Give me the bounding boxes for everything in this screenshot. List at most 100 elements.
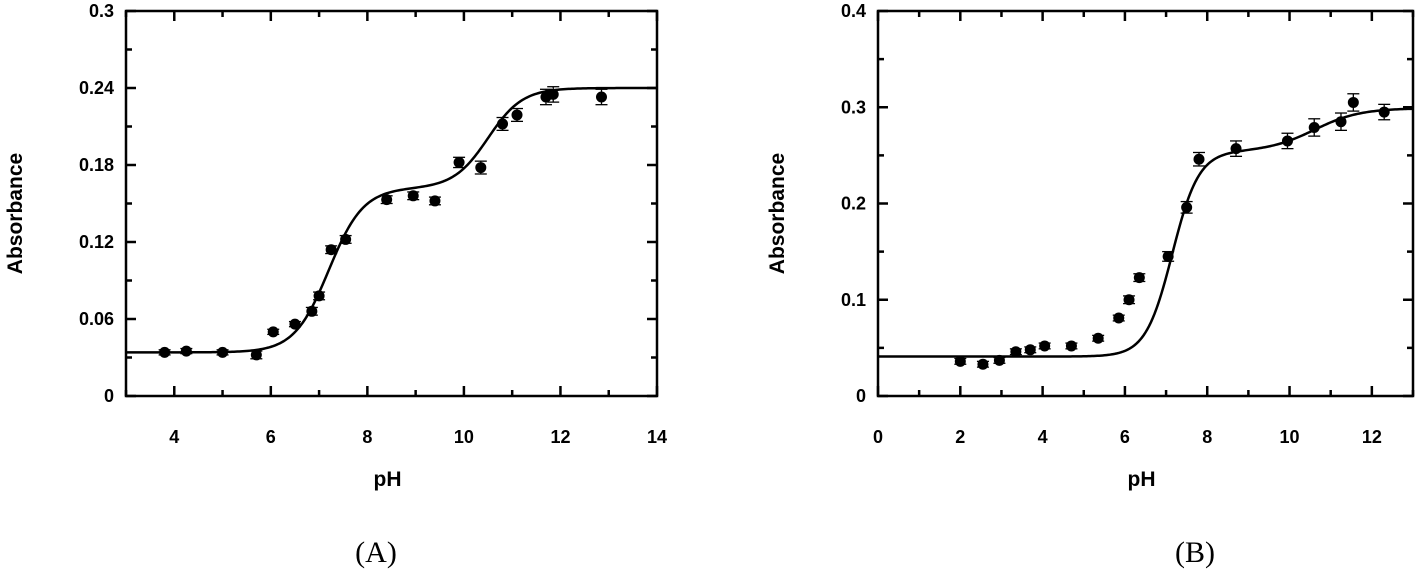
x-tick-label: 12: [1362, 427, 1382, 447]
data-point: [1230, 143, 1242, 155]
data-point: [250, 349, 262, 361]
data-point: [977, 358, 989, 370]
x-tick-label: 4: [1038, 427, 1048, 447]
data-point-group: [428, 195, 441, 207]
y-axis-label: Absorbance: [4, 153, 27, 274]
x-tick-label: 10: [1280, 427, 1300, 447]
data-point-group: [250, 349, 263, 361]
data-point-group: [288, 318, 301, 330]
y-tick-label: 0.2: [841, 194, 866, 214]
data-point-group: [180, 345, 193, 357]
data-point-group: [1092, 332, 1105, 344]
data-point: [497, 118, 509, 130]
data-point: [1347, 96, 1359, 108]
data-point-group: [1133, 272, 1146, 284]
data-point-group: [158, 346, 171, 358]
y-tick-label: 0.3: [89, 1, 114, 21]
data-point-group: [976, 358, 989, 370]
x-tick-label: 10: [454, 427, 474, 447]
y-tick-label: 0: [104, 386, 114, 406]
data-point-group: [993, 354, 1006, 366]
data-point: [1024, 344, 1036, 356]
data-point-group: [305, 305, 318, 317]
y-tick-label: 0.4: [841, 1, 866, 21]
data-point: [1113, 312, 1125, 324]
y-axis-label: Absorbance: [766, 153, 789, 274]
data-point: [1378, 106, 1390, 118]
data-point: [313, 290, 325, 302]
data-point: [1181, 201, 1193, 213]
data-point-group: [1112, 312, 1125, 324]
chart-panel-1: 0 0.06 0.12 0.18 0.24 0.3 4 6 8 10 12 14 pH Absorbanc…: [4, 1, 667, 569]
data-point-group: [1065, 340, 1078, 352]
data-point: [954, 355, 966, 367]
data-point: [1335, 116, 1347, 128]
x-axis-label: pH: [1128, 468, 1156, 491]
y-tick-label: 0.24: [79, 78, 114, 98]
data-point-group: [474, 160, 487, 175]
data-point-group: [1334, 112, 1347, 132]
data-point-group: [216, 346, 229, 358]
data-point: [1010, 346, 1022, 358]
data-point-group: [407, 190, 420, 202]
x-tick-label: 4: [169, 427, 179, 447]
plot-frame: [876, 9, 1415, 398]
data-point: [1039, 340, 1051, 352]
chart-panel-2: 0 0.1 0.2 0.3 0.4 0 2 4 6 8 10 12 pH Absorbance (B): [766, 1, 1415, 569]
data-point: [267, 326, 279, 338]
y-tick-label: 0: [856, 386, 866, 406]
x-tick-label: 8: [1202, 427, 1212, 447]
data-point-group: [325, 244, 338, 256]
data-point: [1133, 272, 1145, 284]
data-point-group: [1024, 344, 1037, 356]
data-point: [475, 162, 487, 174]
y-tick-label: 0.18: [79, 155, 114, 175]
data-point: [217, 346, 229, 358]
data-point-group: [1347, 93, 1360, 112]
data-point: [306, 305, 318, 317]
x-tick-label: 14: [647, 427, 667, 447]
x-tick-label: 12: [550, 427, 570, 447]
data-point: [180, 345, 192, 357]
data-point-group: [496, 116, 509, 132]
data-point-group: [1009, 346, 1022, 358]
data-point: [1092, 332, 1104, 344]
data-point: [407, 190, 419, 202]
data-point: [340, 233, 352, 245]
data-point-group: [1180, 200, 1193, 214]
data-point: [159, 346, 171, 358]
y-tick-label: 0.12: [79, 232, 114, 252]
y-tick-label: 0.3: [841, 97, 866, 117]
data-point: [993, 354, 1005, 366]
panel-label: (B): [1175, 536, 1215, 569]
data-point: [1123, 294, 1135, 306]
data-point-group: [1038, 340, 1051, 352]
data-point: [1065, 340, 1077, 352]
data-point: [1193, 153, 1205, 165]
x-axis-label: pH: [374, 468, 402, 491]
data-point-group: [1308, 118, 1321, 137]
data-point: [1308, 121, 1320, 133]
data-point: [547, 88, 559, 100]
y-tick-label: 0.06: [79, 309, 114, 329]
x-tick-label: 8: [362, 427, 372, 447]
data-point-group: [1193, 151, 1205, 167]
data-point-group: [453, 156, 466, 169]
y-tick-label: 0.1: [841, 290, 866, 310]
x-tick-label: 0: [873, 427, 883, 447]
data-point-group: [547, 86, 560, 103]
data-point-group: [313, 290, 326, 302]
data-point-group: [1378, 103, 1391, 121]
data-point-group: [267, 326, 280, 338]
data-point-group: [595, 88, 608, 106]
data-point-group: [954, 355, 967, 367]
data-point-group: [511, 107, 524, 123]
data-point: [429, 195, 441, 207]
data-point: [381, 194, 393, 206]
data-point: [511, 109, 523, 121]
panel-label: (A): [355, 536, 397, 569]
data-point-group: [1162, 250, 1175, 262]
x-tick-label: 6: [1120, 427, 1130, 447]
data-point: [453, 156, 465, 168]
